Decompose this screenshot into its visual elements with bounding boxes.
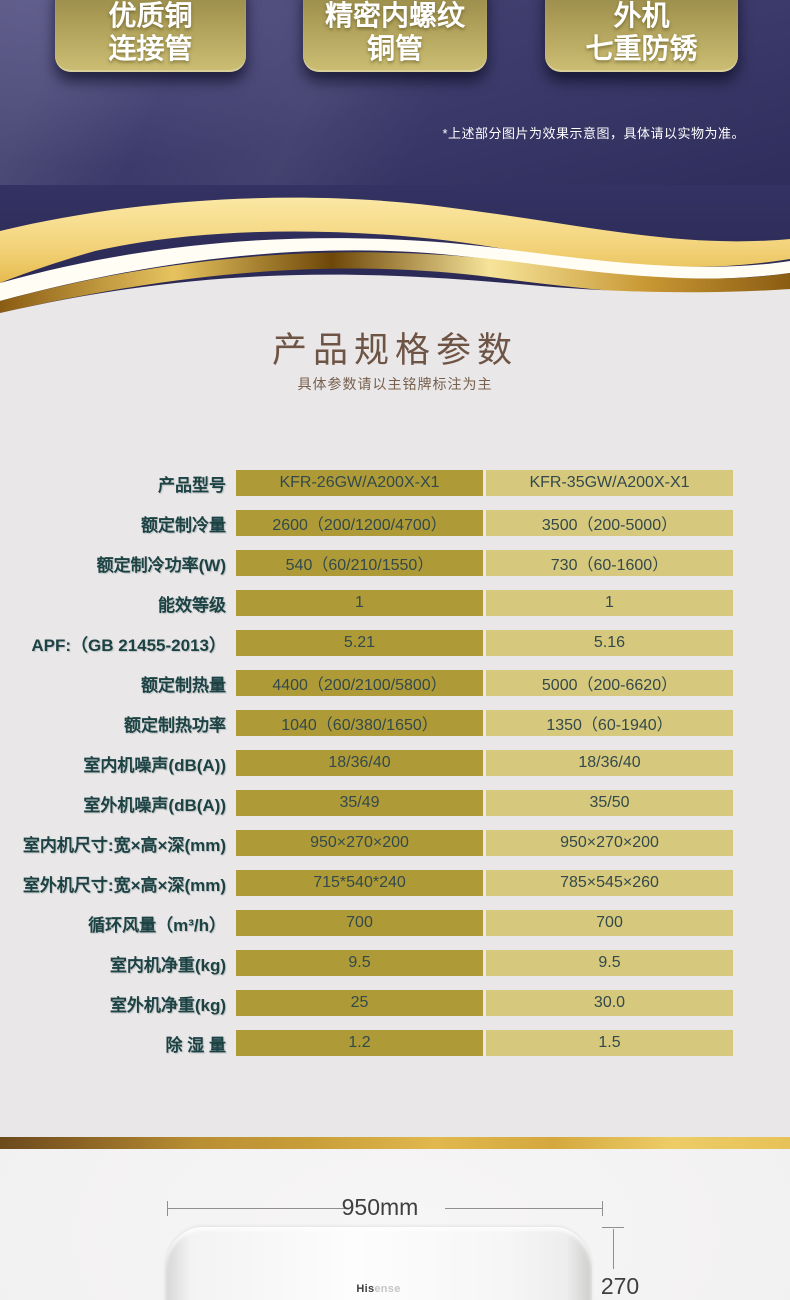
spec-value-model2: 1350（60-1940） [486,710,733,736]
spec-value-model2: 950×270×200 [486,830,733,856]
spec-row: 额定制冷功率(W) 540（60/210/1550） 730（60-1600） [0,550,737,576]
height-dimension-label: 270 [600,1273,640,1299]
spec-row-label: 室内机噪声(dB(A)) [83,755,226,775]
spec-row: 产品型号 KFR-26GW/A200X-X1 KFR-35GW/A200X-X1 [0,470,737,496]
spec-value-model1: 25 [236,990,483,1016]
dimension-section: 950mm Hisense 270 [0,1137,790,1300]
badge-line: 铜管 [366,33,423,64]
spec-value-model1: 5.21 [236,630,483,656]
badge-line: 外机 [613,0,670,31]
gold-divider-stripe [0,1137,790,1149]
spec-value-model1: 4400（200/2100/5800） [236,670,483,696]
spec-row: APF:（GB 21455-2013） 5.21 5.16 [0,630,737,656]
image-disclaimer-note: *上述部分图片为效果示意图，具体请以实物为准。 [442,126,745,141]
spec-row-label: 额定制热量 [141,675,226,695]
spec-row: 室外机净重(kg) 25 30.0 [0,990,737,1016]
spec-row: 室内机尺寸:宽×高×深(mm) 950×270×200 950×270×200 [0,830,737,856]
spec-value-model2: 5000（200-6620） [486,670,733,696]
spec-value-model1: 2600（200/1200/4700） [236,510,483,536]
spec-value-model2: 9.5 [486,950,733,976]
spec-value-model2: 730（60-1600） [486,550,733,576]
feature-badge-copper-pipe: 优质铜 连接管 [55,0,246,72]
spec-row-label: APF:（GB 21455-2013） [31,635,226,655]
spec-value-model1: 1 [236,590,483,616]
hisense-logo: Hisense [356,1283,401,1295]
spec-row: 能效等级 1 1 [0,590,737,616]
spec-value-model1: 700 [236,910,483,936]
spec-row-label: 室内机净重(kg) [109,955,226,975]
feature-badge-rustproof: 外机 七重防锈 [545,0,738,72]
spec-row: 室内机噪声(dB(A)) 18/36/40 18/36/40 [0,750,737,776]
dimension-line-right [445,1208,602,1209]
spec-value-model2: 5.16 [486,630,733,656]
height-dimension-line [613,1229,614,1269]
spec-table: 产品型号 KFR-26GW/A200X-X1 KFR-35GW/A200X-X1 额定… [0,470,737,1070]
spec-row-label: 额定制冷量 [141,515,226,535]
spec-value-model1: 715*540*240 [236,870,483,896]
section-subtitle: 具体参数请以主铭牌标注为主 [297,376,493,392]
spec-value-model2: 1 [486,590,733,616]
dimension-tick-right [602,1201,603,1216]
dimension-line-left [167,1208,345,1209]
spec-row-label: 产品型号 [158,475,226,495]
spec-value-model2: 30.0 [486,990,733,1016]
spec-value-model1: 1.2 [236,1030,483,1056]
spec-value-model1: 18/36/40 [236,750,483,776]
badge-line: 连接管 [108,33,193,64]
badge-line: 优质铜 [108,0,193,31]
spec-value-model1: 950×270×200 [236,830,483,856]
spec-row-label: 能效等级 [158,595,226,615]
badge-line: 精密内螺纹 [324,0,465,31]
spec-row-label: 额定制热功率 [124,715,226,735]
air-conditioner-indoor-unit: Hisense [165,1227,592,1300]
spec-value-model2: 785×545×260 [486,870,733,896]
height-dimension-cap [602,1227,624,1228]
spec-row: 室内机净重(kg) 9.5 9.5 [0,950,737,976]
hisense-logo-text: His [356,1283,375,1295]
spec-value-model2: KFR-35GW/A200X-X1 [486,470,733,496]
spec-row: 循环风量（m³/h） 700 700 [0,910,737,936]
spec-value-model2: 35/50 [486,790,733,816]
spec-row: 除 湿 量 1.2 1.5 [0,1030,737,1056]
spec-value-model1: 35/49 [236,790,483,816]
spec-row: 额定制热量 4400（200/2100/5800） 5000（200-6620） [0,670,737,696]
spec-value-model1: KFR-26GW/A200X-X1 [236,470,483,496]
spec-row: 室外机尺寸:宽×高×深(mm) 715*540*240 785×545×260 [0,870,737,896]
spec-value-model1: 540（60/210/1550） [236,550,483,576]
spec-row-label: 室外机净重(kg) [109,995,226,1015]
gold-wave-graphic [0,185,790,315]
badge-line: 七重防锈 [585,33,698,64]
spec-row: 额定制热功率 1040（60/380/1650） 1350（60-1940） [0,710,737,736]
spec-value-model1: 9.5 [236,950,483,976]
feature-badge-threaded-pipe: 精密内螺纹 铜管 [303,0,487,72]
spec-row-label: 室内机尺寸:宽×高×深(mm) [22,835,226,855]
spec-row-label: 除 湿 量 [165,1035,226,1055]
spec-row: 室外机噪声(dB(A)) 35/49 35/50 [0,790,737,816]
spec-value-model2: 1.5 [486,1030,733,1056]
spec-value-model2: 18/36/40 [486,750,733,776]
spec-value-model2: 700 [486,910,733,936]
spec-row: 额定制冷量 2600（200/1200/4700） 3500（200-5000） [0,510,737,536]
spec-row-label: 室外机尺寸:宽×高×深(mm) [22,875,226,895]
spec-value-model2: 3500（200-5000） [486,510,733,536]
spec-row-label: 循环风量（m³/h） [88,915,226,935]
spec-value-model1: 1040（60/380/1650） [236,710,483,736]
width-dimension-label: 950mm [341,1194,419,1220]
spec-row-label: 额定制冷功率(W) [96,555,226,575]
section-title: 产品规格参数 [271,331,518,370]
spec-row-label: 室外机噪声(dB(A)) [83,795,226,815]
